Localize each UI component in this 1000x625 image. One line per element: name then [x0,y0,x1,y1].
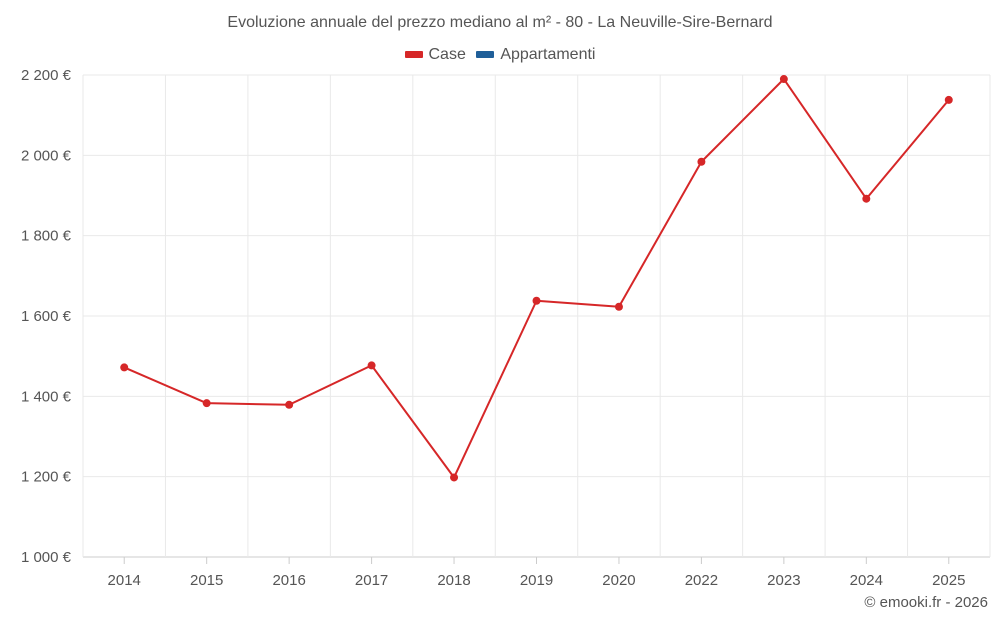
series-layer [120,75,953,482]
legend-item-case[interactable]: Case [404,45,466,64]
legend-label-case: Case [428,45,466,63]
y-tick-label: 2 000 € [21,147,72,164]
data-point [367,361,376,370]
x-tick-label: 2023 [767,572,800,589]
data-point [614,302,623,311]
legend-label-appartamenti: Appartamenti [500,45,596,63]
grid [82,74,991,558]
y-tick-label: 1 600 € [21,308,72,325]
data-point [120,363,129,372]
x-tick-label: 2016 [272,572,305,589]
legend-item-appartamenti[interactable]: Appartamenti [476,46,595,64]
y-tick-label: 1 200 € [21,469,72,486]
legend-swatch-appartamenti [476,51,495,58]
x-tick-label: 2017 [355,572,388,589]
x-tick-label: 2025 [932,572,965,589]
y-tick-label: 1 800 € [21,228,72,245]
y-tick-label: 1 400 € [21,388,72,405]
credit: © emooki.fr - 2026 [864,594,988,611]
x-axis: 2014 2015 2016 2017 2018 2019 2020 2022 2023 2024… [108,557,965,589]
data-point [285,400,294,409]
data-point [862,194,871,203]
data-point [532,296,541,305]
legend: Case Appartamenti [0,45,1000,64]
data-point [697,157,706,166]
x-tick-label: 2020 [602,572,635,589]
x-tick-label: 2019 [520,572,553,589]
y-tick-label: 2 200 € [21,67,72,84]
legend-swatch-case [404,51,423,58]
x-tick-label: 2015 [190,572,223,589]
x-tick-label: 2024 [850,572,883,589]
y-axis: 1 000 € 1 200 € 1 400 € 1 600 € 1 800 € 2 000… [21,67,72,566]
data-point [944,95,953,104]
data-point [779,75,788,84]
x-tick-label: 2014 [108,572,141,589]
x-tick-label: 2022 [685,572,718,589]
data-point [450,473,459,482]
y-tick-label: 1 000 € [21,549,72,566]
data-point [202,399,211,408]
x-tick-label: 2018 [437,572,470,589]
chart-title: Evoluzione annuale del prezzo mediano al… [227,14,773,31]
